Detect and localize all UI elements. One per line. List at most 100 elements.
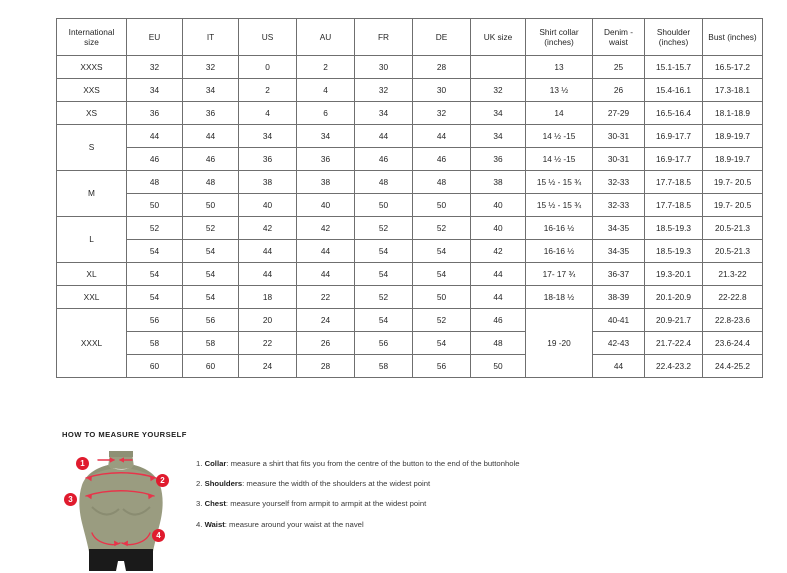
cell-de: 50 bbox=[412, 193, 471, 217]
cell-shoulder: 16.9-17.7 bbox=[644, 124, 703, 148]
cell-fr: 52 bbox=[354, 216, 413, 240]
cell-uk: 32 bbox=[470, 78, 526, 102]
table-row: XS 36 36 4 6 34 32 34 14 27-29 16.5-16.4 18.1-18.9 bbox=[56, 101, 763, 125]
measure-badge-2: 2 bbox=[156, 474, 169, 487]
cell-eu: 32 bbox=[126, 55, 183, 79]
size-chart-table-container: International size EU IT US AU FR DE UK … bbox=[56, 18, 763, 378]
header-row: International size EU IT US AU FR DE UK … bbox=[56, 18, 763, 56]
cell-us: 20 bbox=[238, 308, 297, 332]
cell-us: 18 bbox=[238, 285, 297, 309]
cell-uk: 36 bbox=[470, 147, 526, 171]
column-header-international-size: International size bbox=[56, 18, 127, 56]
instruction-text: : measure yourself from armpit to armpit… bbox=[225, 499, 427, 509]
cell-uk: 44 bbox=[470, 262, 526, 286]
table-row: XXXL 56 56 20 24 54 52 46 19 -20 40-41 20.9-21.7 22… bbox=[56, 308, 763, 378]
header-line-1: Denim - bbox=[603, 26, 634, 37]
cell-bust: 17.3-18.1 bbox=[702, 78, 763, 102]
instruction-term: Shoulders bbox=[204, 479, 243, 489]
table-row: L 52 52 42 42 52 52 40 16-16 ½ 34-35 18.5-19.3 20.5… bbox=[56, 216, 763, 263]
cell-de: 54 bbox=[412, 239, 471, 263]
cell-shoulder: 20.1-20.9 bbox=[644, 285, 703, 309]
cell-it: 46 bbox=[182, 147, 239, 171]
cell-bust: 18.9-19.7 bbox=[702, 147, 763, 171]
table-row: S 44 44 34 34 44 44 34 14 ½ -15 30-31 16.9-17.7 18.… bbox=[56, 124, 763, 171]
cell-shoulder: 15.4-16.1 bbox=[644, 78, 703, 102]
cell-au: 28 bbox=[296, 354, 355, 378]
cell-au: 40 bbox=[296, 193, 355, 217]
table-row: 46 46 36 36 46 46 36 14 ½ -15 30-31 16.9-17.7 18.9… bbox=[57, 147, 763, 171]
cell-au: 44 bbox=[296, 262, 355, 286]
cell-bust: 18.1-18.9 bbox=[702, 101, 763, 125]
cell-de: 32 bbox=[412, 101, 471, 125]
cell-uk bbox=[470, 55, 526, 79]
cell-au: 6 bbox=[296, 101, 355, 125]
cell-uk: 40 bbox=[470, 216, 526, 240]
cell-denim: 32-33 bbox=[592, 170, 645, 194]
instruction-term: Waist bbox=[204, 519, 225, 529]
cell-fr: 32 bbox=[354, 78, 413, 102]
cell-denim: 38-39 bbox=[592, 285, 645, 309]
instruction-text: : measure the width of the shoulders at … bbox=[242, 479, 431, 489]
cell-shoulder: 17.7-18.5 bbox=[644, 193, 703, 217]
cell-eu: 58 bbox=[126, 331, 183, 355]
cell-au: 22 bbox=[296, 285, 355, 309]
cell-collar: 18-18 ½ bbox=[525, 285, 593, 309]
cell-bust: 16.5-17.2 bbox=[702, 55, 763, 79]
table-row: 54 54 44 44 54 54 42 16-16 ½ 34-35 18.5-19.3 20.5-… bbox=[57, 239, 763, 263]
cell-fr: 46 bbox=[354, 147, 413, 171]
measure-instruction-3: 3. Chest: measure yourself from armpit t… bbox=[196, 499, 520, 508]
cell-it: 50 bbox=[182, 193, 239, 217]
cell-uk: 34 bbox=[470, 101, 526, 125]
measure-badge-3: 3 bbox=[64, 493, 77, 506]
cell-au: 34 bbox=[296, 124, 355, 148]
cell-eu: 46 bbox=[126, 147, 183, 171]
cell-shoulder: 22.4-23.2 bbox=[644, 354, 703, 378]
cell-collar: 15 ½ - 15 ¾ bbox=[525, 193, 593, 217]
cell-denim: 30-31 bbox=[592, 147, 645, 171]
cell-fr: 58 bbox=[354, 354, 413, 378]
cell-collar: 13 ½ bbox=[525, 78, 593, 102]
cell-de: 44 bbox=[412, 124, 471, 148]
cell-us: 4 bbox=[238, 101, 297, 125]
cell-us: 42 bbox=[238, 216, 297, 240]
cell-us: 44 bbox=[238, 262, 297, 286]
cell-collar: 19 -20 bbox=[525, 308, 593, 378]
cell-shoulder: 16.5-16.4 bbox=[644, 101, 703, 125]
cell-collar: 14 ½ -15 bbox=[525, 124, 593, 148]
cell-denim: 26 bbox=[592, 78, 645, 102]
column-header-shirt-collar: Shirt collar (inches) bbox=[525, 18, 593, 56]
size-label-m: M bbox=[56, 170, 127, 217]
column-header-fr: FR bbox=[354, 18, 413, 56]
cell-eu: 54 bbox=[126, 262, 183, 286]
table-row: M 48 48 38 38 48 48 38 15 ½ - 15 ¾ 32-33 17.7-18.5… bbox=[56, 170, 763, 217]
cell-denim: 42-43 bbox=[592, 331, 645, 355]
cell-it: 54 bbox=[182, 262, 239, 286]
instruction-text: : measure a shirt that fits you from the… bbox=[226, 459, 520, 468]
cell-us: 0 bbox=[238, 55, 297, 79]
instruction-text: : measure around your waist at the navel bbox=[224, 519, 364, 529]
column-header-us: US bbox=[238, 18, 297, 56]
cell-de: 56 bbox=[412, 354, 471, 378]
column-header-bust: Bust (inches) bbox=[702, 18, 763, 56]
cell-au: 44 bbox=[296, 239, 355, 263]
cell-us: 44 bbox=[238, 239, 297, 263]
cell-au: 42 bbox=[296, 216, 355, 240]
table-row: XXL 54 54 18 22 52 50 44 18-18 ½ 38-39 20.1-20.9 22… bbox=[56, 285, 763, 309]
cell-shoulder: 18.5-19.3 bbox=[644, 216, 703, 240]
table-row: 50 50 40 40 50 50 40 15 ½ - 15 ¾ 32-33 17.7-18.5 1… bbox=[57, 193, 763, 217]
header-line-2: size bbox=[84, 37, 99, 47]
cell-collar: 15 ½ - 15 ¾ bbox=[525, 170, 593, 194]
header-line-1: Shirt collar bbox=[539, 26, 579, 37]
cell-denim: 27-29 bbox=[592, 101, 645, 125]
size-label-xxxs: XXXS bbox=[56, 55, 127, 79]
cell-au: 4 bbox=[296, 78, 355, 102]
cell-bust: 22.8-23.6 bbox=[702, 308, 763, 332]
cell-fr: 48 bbox=[354, 170, 413, 194]
cell-uk: 42 bbox=[470, 239, 526, 263]
column-header-shoulder: Shoulder (inches) bbox=[644, 18, 703, 56]
cell-collar: 14 bbox=[525, 101, 593, 125]
cell-bust: 21.3-22 bbox=[702, 262, 763, 286]
cell-eu: 52 bbox=[126, 216, 183, 240]
cell-eu: 54 bbox=[126, 285, 183, 309]
cell-fr: 44 bbox=[354, 124, 413, 148]
